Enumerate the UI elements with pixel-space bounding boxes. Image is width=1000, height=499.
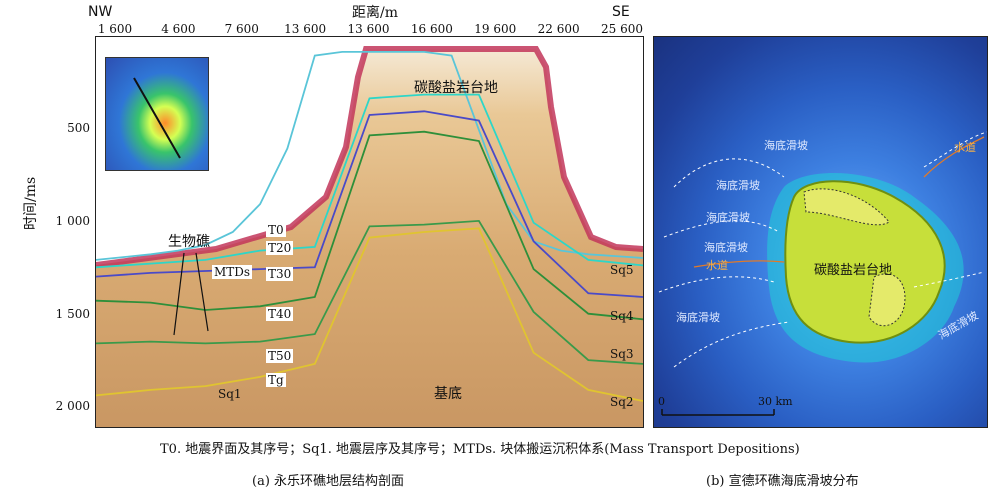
channel-label-1: 水道 xyxy=(954,141,976,154)
platform-label: 碳酸盐岩台地 xyxy=(414,80,498,96)
slope-label-3: 海底滑坡 xyxy=(706,211,750,224)
caption-a: (a) 永乐环礁地层结构剖面 xyxy=(252,474,405,489)
horizon-label-t40: T40 xyxy=(266,307,294,321)
horizon-label-t20: T20 xyxy=(266,241,294,255)
reef-flat-north xyxy=(803,188,890,226)
seismic-profile-panel: 碳酸盐岩台地 基底 生物礁 MTDs Sq1 Sq2 Sq3 Sq4 Sq5 T… xyxy=(95,36,644,428)
legend-caption: T0. 地震界面及其序号；Sq1. 地震层序及其序号；MTDs. 块体搬运沉积体… xyxy=(160,442,800,457)
y-tick-label: 2 000 xyxy=(55,399,90,414)
horizon-label-t50: T50 xyxy=(266,349,294,363)
sq2-label: Sq2 xyxy=(610,395,634,409)
horizon-t40 xyxy=(96,130,643,321)
scale-end-label: 30 km xyxy=(758,395,793,408)
horizon-t0 xyxy=(96,50,643,261)
sea-floor-line xyxy=(96,46,643,268)
slope-lines xyxy=(658,131,987,368)
y-axis-title: 时间/ms xyxy=(23,176,39,230)
x-tick-label: 4 600 xyxy=(161,22,196,36)
slope-label-2: 海底滑坡 xyxy=(716,179,760,192)
caption-b: (b) 宣德环礁海底滑坡分布 xyxy=(706,474,859,489)
map-panel: 海底滑坡 海底滑坡 海底滑坡 海底滑坡 海底滑坡 海底滑坡 水道 水道 碳酸盐岩… xyxy=(653,36,988,428)
water-column xyxy=(96,37,643,265)
reef-pointer-lines xyxy=(173,252,209,336)
reef-flat-south xyxy=(868,273,906,327)
slope-label-1: 海底滑坡 xyxy=(764,139,808,152)
channel-label-2: 水道 xyxy=(706,259,728,272)
horizon-t20 xyxy=(96,93,643,269)
x-tick-label: 7 600 xyxy=(224,22,259,36)
horizon-t50 xyxy=(96,219,643,365)
y-tick-label: 1 000 xyxy=(55,213,90,228)
basement-label: 基底 xyxy=(434,386,462,402)
inset-map xyxy=(105,57,209,171)
channel-lines xyxy=(693,136,985,268)
sq3-label: Sq3 xyxy=(610,347,634,361)
horizon-tg xyxy=(96,227,643,402)
slope-label-4: 海底滑坡 xyxy=(704,241,748,254)
x-tick-label: 13 600 xyxy=(284,22,327,36)
x-tick-label: 1 600 xyxy=(97,22,133,36)
slope-label-5: 海底滑坡 xyxy=(676,311,720,324)
x-tick-label: 25 600 xyxy=(601,22,643,36)
x-axis-title: 距离/m xyxy=(352,5,398,21)
se-label: SE xyxy=(612,4,630,20)
horizon-t30 xyxy=(96,110,643,298)
map-platform-label: 碳酸盐岩台地 xyxy=(814,263,893,278)
seismic-svg xyxy=(96,37,643,402)
horizon-label-t30: T30 xyxy=(266,267,294,281)
x-tick-label: 19 600 xyxy=(474,22,517,36)
platform-shape xyxy=(784,180,946,344)
mtds-label: MTDs xyxy=(212,265,253,279)
inset-profile-line xyxy=(133,77,181,159)
sq1-label: Sq1 xyxy=(218,387,242,401)
sq4-label: Sq4 xyxy=(610,309,634,323)
sq5-label: Sq5 xyxy=(610,263,634,277)
y-tick-label: 1 500 xyxy=(55,306,90,321)
x-tick-label: 16 600 xyxy=(410,22,453,36)
nw-label: NW xyxy=(88,4,113,20)
horizon-label-t0: T0 xyxy=(266,223,286,237)
y-tick-label: 500 xyxy=(67,120,90,135)
scale-zero-label: 0 xyxy=(658,395,665,408)
horizon-label-tg: Tg xyxy=(266,373,286,387)
reef-label: 生物礁 xyxy=(168,234,210,250)
x-tick-label: 22 600 xyxy=(537,22,580,36)
x-tick-label: 13 600 xyxy=(347,22,390,36)
map-svg xyxy=(658,131,987,416)
horizon-lines xyxy=(96,50,643,402)
